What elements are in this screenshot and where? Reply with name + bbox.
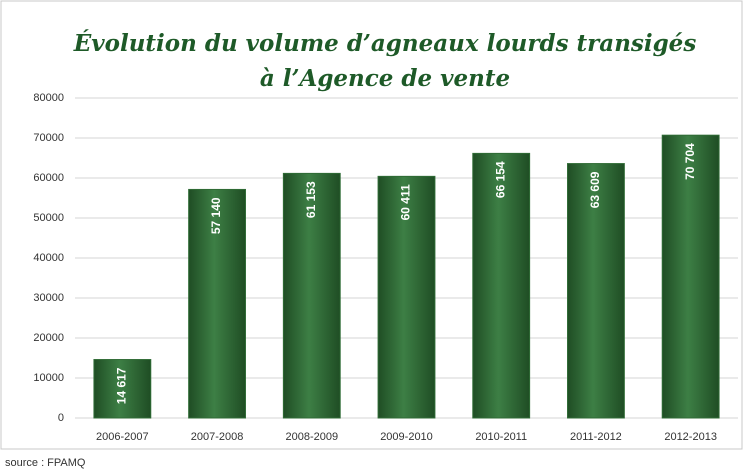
x-tick-label: 2006-2007 [96,431,149,443]
x-tick-label: 2007-2008 [191,431,244,443]
bar [661,134,720,419]
x-tick-label: 2010-2011 [475,431,527,443]
value-label: 70 704 [683,143,697,180]
bar [93,359,152,419]
value-label: 14 617 [115,367,129,404]
bar [377,175,436,419]
value-label: 57 140 [209,197,223,234]
value-label: 66 154 [493,161,507,198]
chart-title: à l’Agence de vente [260,65,510,92]
value-label: 60 411 [399,184,413,220]
y-tick-label: 10000 [33,372,64,384]
bar [282,172,341,419]
value-label: 63 609 [588,171,602,208]
source: source : FPAMQ [5,457,86,469]
value-label: 61 153 [304,181,318,218]
y-tick-label: 0 [58,412,64,424]
x-tick-label: 2009-2010 [380,431,433,443]
bar [188,188,246,419]
x-tick-label: 2008-2009 [285,431,338,443]
y-tick-label: 40000 [33,252,64,264]
chart-title: Évolution du volume d’agneaux lourds tra… [73,30,697,57]
y-tick-label: 50000 [33,212,64,224]
bar [472,152,531,419]
y-tick-label: 80000 [33,92,64,104]
x-tick-label: 2011-2012 [570,431,622,443]
y-tick-label: 20000 [33,332,64,344]
y-tick-label: 70000 [33,132,64,144]
y-tick-label: 30000 [33,292,64,304]
x-tick-label: 2012-2013 [664,431,717,443]
y-tick-label: 60000 [33,172,64,184]
bar [567,163,625,419]
